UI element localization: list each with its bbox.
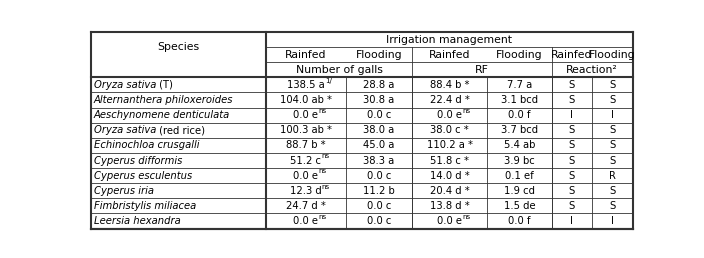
Text: I: I [570,216,573,226]
Text: S: S [609,80,615,90]
Text: Fimbristylis miliacea: Fimbristylis miliacea [94,201,196,211]
Text: I: I [611,110,614,120]
Text: 38.0 a: 38.0 a [363,125,394,135]
Text: Number of galls: Number of galls [296,65,382,75]
Text: 51.2 c: 51.2 c [291,156,322,166]
Text: 1/: 1/ [325,78,332,84]
Text: Alternanthera philoxeroides: Alternanthera philoxeroides [94,95,234,105]
Text: 3.7 bcd: 3.7 bcd [501,125,538,135]
Text: ns: ns [318,214,327,220]
Text: Oryza sativa: Oryza sativa [94,80,156,90]
Text: 0.0 f: 0.0 f [508,110,531,120]
Text: Oryza sativa: Oryza sativa [94,125,156,135]
Text: Echinochloa crusgalli: Echinochloa crusgalli [94,140,199,150]
Text: 0.0 e: 0.0 e [294,171,318,181]
Text: 110.2 a *: 110.2 a * [427,140,472,150]
Text: 0.0 c: 0.0 c [367,171,391,181]
Text: S: S [609,156,615,166]
Text: 0.0 c: 0.0 c [367,216,391,226]
Text: 20.4 d *: 20.4 d * [429,186,470,196]
Text: 1.9 cd: 1.9 cd [504,186,535,196]
Text: 13.8 d *: 13.8 d * [429,201,470,211]
Text: 0.0 e: 0.0 e [294,110,318,120]
Text: ns: ns [322,153,329,159]
Text: Leersia hexandra: Leersia hexandra [94,216,181,226]
Text: Cyperus iria: Cyperus iria [94,186,154,196]
Text: ns: ns [318,108,327,114]
Text: RF: RF [474,65,489,75]
Text: S: S [569,80,575,90]
Text: S: S [569,186,575,196]
Text: 0.0 e: 0.0 e [437,216,462,226]
Text: S: S [569,125,575,135]
Text: R: R [609,171,616,181]
Text: ns: ns [462,108,470,114]
Text: Species: Species [158,42,199,52]
Text: (red rice): (red rice) [156,125,206,135]
Text: S: S [569,171,575,181]
Text: Cyperus difformis: Cyperus difformis [94,156,182,166]
Text: Cyperus esculentus: Cyperus esculentus [94,171,192,181]
Text: ns: ns [322,184,330,190]
Text: 30.8 a: 30.8 a [363,95,394,105]
Text: S: S [609,201,615,211]
Text: (T): (T) [156,80,173,90]
Text: Irrigation management: Irrigation management [386,35,513,45]
Text: S: S [569,201,575,211]
Text: S: S [609,125,615,135]
Text: Rainfed: Rainfed [429,50,470,60]
Text: 88.4 b *: 88.4 b * [430,80,470,90]
Text: S: S [569,156,575,166]
Text: ns: ns [462,214,470,220]
Text: 1.5 de: 1.5 de [503,201,535,211]
Text: 0.0 c: 0.0 c [367,201,391,211]
Text: 51.8 c *: 51.8 c * [430,156,469,166]
Text: I: I [570,110,573,120]
Text: 104.0 ab *: 104.0 ab * [280,95,332,105]
Text: 5.4 ab: 5.4 ab [504,140,535,150]
Text: 11.2 b: 11.2 b [363,186,395,196]
Text: 12.3 d: 12.3 d [290,186,322,196]
Text: 0.0 c: 0.0 c [367,110,391,120]
Text: 3.9 bc: 3.9 bc [504,156,535,166]
Text: S: S [609,95,615,105]
Text: 28.8 a: 28.8 a [363,80,394,90]
Text: 100.3 ab *: 100.3 ab * [280,125,332,135]
Text: 24.7 d *: 24.7 d * [286,201,326,211]
Text: ns: ns [318,168,327,174]
Text: 22.4 d *: 22.4 d * [429,95,470,105]
Text: 88.7 b *: 88.7 b * [286,140,326,150]
Text: 38.0 c *: 38.0 c * [430,125,469,135]
Text: S: S [609,140,615,150]
Text: S: S [569,140,575,150]
Text: 0.1 ef: 0.1 ef [505,171,534,181]
Text: Flooding: Flooding [496,50,543,60]
Text: I: I [611,216,614,226]
Text: Rainfed: Rainfed [551,50,593,60]
Text: 7.7 a: 7.7 a [507,80,532,90]
Text: Flooding: Flooding [356,50,402,60]
Text: 38.3 a: 38.3 a [363,156,394,166]
Text: Aeschynomene denticulata: Aeschynomene denticulata [94,110,230,120]
Text: 14.0 d *: 14.0 d * [429,171,470,181]
Text: 138.5 a: 138.5 a [287,80,325,90]
Text: Flooding: Flooding [589,50,636,60]
Text: 45.0 a: 45.0 a [363,140,394,150]
Text: 0.0 e: 0.0 e [294,216,318,226]
Text: 0.0 f: 0.0 f [508,216,531,226]
Text: Reaction²: Reaction² [566,65,618,75]
Text: Rainfed: Rainfed [285,50,327,60]
Text: 3.1 bcd: 3.1 bcd [501,95,538,105]
Text: 0.0 e: 0.0 e [437,110,462,120]
Text: S: S [609,186,615,196]
Text: S: S [569,95,575,105]
